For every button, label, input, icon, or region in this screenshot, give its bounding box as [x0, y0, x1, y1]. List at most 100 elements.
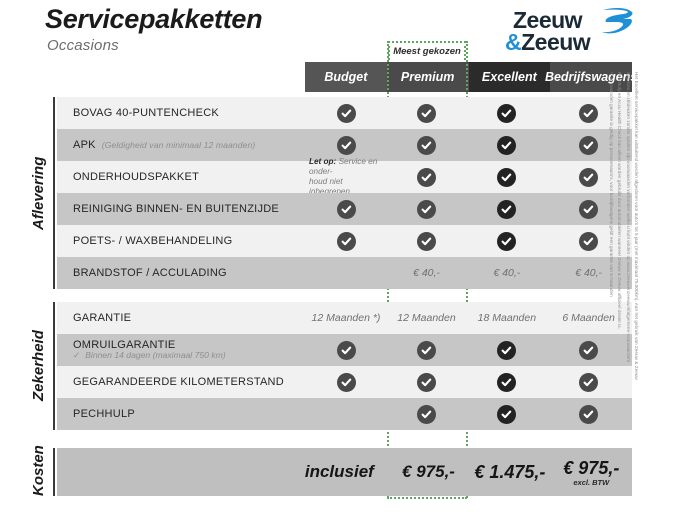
- column-header-budget[interactable]: Budget: [305, 62, 387, 92]
- row-label-text: POETS- / WAXBEHANDELING: [73, 235, 233, 247]
- cell-bedrijfswagens: [548, 193, 630, 225]
- cell-budget: Let op: Service en onder-houd niet inbeg…: [305, 157, 387, 197]
- cell-bedrijfswagens: [548, 366, 630, 398]
- cell-excellent: [466, 366, 548, 398]
- cell-value-premium: € 40,-: [413, 267, 440, 279]
- page-title: Servicepakketten: [45, 4, 263, 34]
- cell-premium: [387, 366, 466, 398]
- highlight-guide-bottom: [387, 497, 467, 499]
- cell-budget: [305, 193, 387, 225]
- cell-bedrijfswagens: [548, 97, 630, 129]
- cell-bedrijfswagens: 6 Maanden: [548, 302, 630, 334]
- table-row[interactable]: GARANTIE 12 Maanden *) 12 Maanden 18 Maa…: [57, 302, 632, 334]
- table-row[interactable]: BRANDSTOF / ACCULADING € 40,- € 40,- € 4…: [57, 257, 632, 289]
- fineprint-line: Services en Uitdeuken zonder spuiten zij…: [625, 72, 631, 364]
- kosten-row[interactable]: inclusief € 975,- € 1.475,- € 975,- excl…: [57, 448, 632, 496]
- cell-bedrijfswagens: [548, 398, 630, 430]
- kosten-bedrijfswagens-amount: € 975,-: [563, 457, 620, 478]
- cell-note-budget: Let op: Service en onder-houd niet inbeg…: [309, 156, 378, 197]
- table-row[interactable]: OMRUILGARANTIE ✓ Binnen 14 dagen (maximaa…: [57, 334, 632, 366]
- check-icon: [336, 103, 356, 123]
- check-icon: [497, 199, 517, 219]
- row-label: PECHHULP: [73, 398, 135, 430]
- row-label-text: BRANDSTOF / ACCULADING: [73, 267, 227, 279]
- table-row[interactable]: BOVAG 40-PUNTENCHECK: [57, 97, 632, 129]
- row-cells: [305, 225, 632, 257]
- column-header-bedrijfswagens[interactable]: Bedrijfswagens: [545, 62, 637, 92]
- section-rule-kosten: [53, 448, 55, 496]
- cell-value-premium: 12 Maanden: [397, 312, 456, 324]
- row-cells: [305, 129, 632, 161]
- row-label: GEGARANDEERDE KILOMETERSTAND: [73, 366, 284, 398]
- row-label: BRANDSTOF / ACCULADING: [73, 257, 227, 289]
- cell-excellent: [466, 97, 548, 129]
- check-icon: [497, 231, 517, 251]
- kosten-cells: inclusief € 975,- € 1.475,- € 975,- excl…: [248, 448, 632, 496]
- cell-premium: [387, 97, 466, 129]
- table-row[interactable]: POETS- / WAXBEHANDELING: [57, 225, 632, 257]
- cell-excellent: [466, 161, 548, 193]
- cell-note-emph: Let op:: [309, 156, 337, 166]
- row-label-note: (Geldigheid van minimaal 12 maanden): [101, 140, 256, 150]
- row-sub-text: Binnen 14 dagen (maximaal 750 km): [85, 350, 226, 360]
- check-icon: [497, 135, 517, 155]
- cell-premium: [387, 161, 466, 193]
- page-header: Servicepakketten Occasions Zeeuw &Zeeuw: [0, 0, 685, 62]
- logo-line-2-text: Zeeuw: [521, 29, 591, 55]
- kosten-inclusief: inclusief: [304, 462, 374, 481]
- section-label-zekerheid: Zekerheid: [30, 330, 47, 402]
- column-header-excellent[interactable]: Excellent: [468, 62, 551, 92]
- table-row[interactable]: GEGARANDEERDE KILOMETERSTAND: [57, 366, 632, 398]
- row-label-text: BOVAG 40-PUNTENCHECK: [73, 107, 219, 119]
- cell-value-bedrijfswagens: 6 Maanden: [562, 312, 615, 324]
- kosten-premium: € 975,-: [402, 462, 455, 481]
- row-label: ONDERHOUDSPAKKET: [73, 161, 199, 193]
- cell-value-bedrijfswagens: € 40,-: [575, 267, 603, 279]
- cell-value-excellent: € 40,-: [493, 267, 521, 279]
- row-label: OMRUILGARANTIE: [73, 334, 176, 371]
- check-icon: [579, 103, 599, 123]
- row-label-text: GARANTIE: [73, 312, 132, 324]
- row-cells: 12 Maanden *) 12 Maanden 18 Maanden 6 Ma…: [305, 302, 632, 334]
- check-icon: [417, 231, 436, 251]
- cell-premium: [387, 193, 466, 225]
- most-chosen-label: Meest gekozen: [393, 46, 461, 57]
- cell-excellent: € 40,-: [466, 257, 548, 289]
- table-row[interactable]: APK (Geldigheid van minimaal 12 maanden): [57, 129, 632, 161]
- table-row[interactable]: REINIGING BINNEN- EN BUITENZIJDE: [57, 193, 632, 225]
- row-label-text: REINIGING BINNEN- EN BUITENZIJDE: [73, 203, 280, 215]
- logo-line-2: &Zeeuw: [505, 29, 591, 56]
- row-label: GARANTIE: [73, 302, 131, 334]
- table-row[interactable]: ONDERHOUDSPAKKET Let op: Service en onde…: [57, 157, 632, 197]
- section-rule-aflevering: [53, 97, 55, 289]
- logo-line-1: Zeeuw: [513, 7, 583, 33]
- check-icon: [336, 135, 356, 155]
- row-sub-label: ✓ Binnen 14 dagen (maximaal 750 km): [73, 350, 226, 361]
- check-icon: [579, 340, 599, 360]
- section-label-kosten: Kosten: [30, 445, 47, 496]
- cell-bedrijfswagens: [548, 161, 630, 193]
- section-rows-zekerheid: GARANTIE 12 Maanden *) 12 Maanden 18 Maa…: [57, 302, 632, 430]
- brand-logo[interactable]: Zeeuw &Zeeuw: [505, 7, 640, 55]
- cell-premium: 12 Maanden: [387, 302, 466, 334]
- row-label: APK (Geldigheid van minimaal 12 maanden): [73, 129, 255, 161]
- cell-budget: [305, 129, 387, 161]
- row-label-text: ONDERHOUDSPAKKET: [73, 171, 200, 183]
- row-label: BOVAG 40-PUNTENCHECK: [73, 97, 219, 129]
- cell-budget: [305, 366, 387, 398]
- cell-premium: [387, 398, 466, 430]
- row-label-text: APK: [73, 139, 96, 151]
- check-icon: [336, 199, 356, 219]
- table-row[interactable]: PECHHULP: [57, 398, 632, 430]
- fineprint-block: Het Excellent servicepakket kan uitsluit…: [609, 72, 682, 506]
- check-icon: [417, 103, 436, 123]
- cell-premium: [387, 334, 466, 366]
- check-icon: [336, 340, 356, 360]
- check-icon: [497, 103, 517, 123]
- column-header-premium[interactable]: Premium: [386, 62, 469, 92]
- check-icon: [579, 372, 599, 392]
- cell-budget: [305, 225, 387, 257]
- check-icon: [417, 340, 436, 360]
- check-icon: [336, 231, 356, 251]
- cell-budget: [305, 97, 387, 129]
